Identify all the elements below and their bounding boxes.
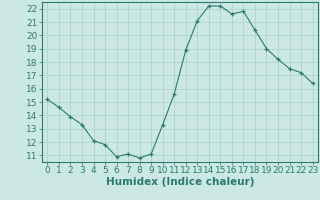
X-axis label: Humidex (Indice chaleur): Humidex (Indice chaleur) bbox=[106, 177, 254, 187]
